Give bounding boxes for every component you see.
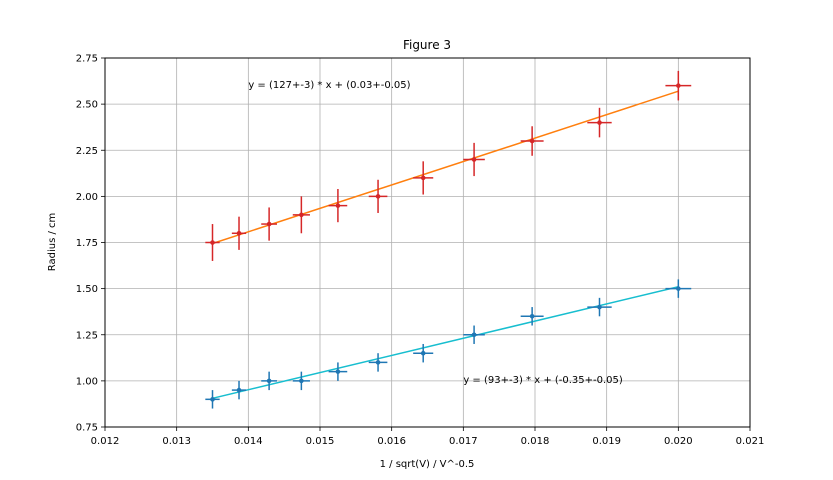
y-tick-label: 2.50	[76, 100, 98, 111]
x-tick-label: 0.019	[592, 436, 621, 447]
y-axis-ticks: 0.75 1.00 1.25 1.50 1.75 2.00 2.25 2.50 2.75	[76, 54, 105, 434]
data-point	[266, 378, 272, 384]
x-tick-label: 0.018	[521, 436, 550, 447]
fit-equation: y = (93+-3) * x + (-0.35+-0.05)	[463, 375, 623, 386]
y-tick-label: 2.75	[76, 54, 98, 65]
fit-annotations: y = (127+-3) * x + (0.03+-0.05) y = (93+-…	[248, 80, 623, 386]
data-point	[375, 360, 381, 365]
data-point	[236, 230, 242, 236]
y-tick-label: 1.50	[76, 284, 98, 295]
fit-lines	[212, 90, 679, 400]
data-point	[420, 175, 426, 181]
data-point	[597, 304, 602, 310]
x-tick-label: 0.021	[736, 436, 765, 447]
x-tick-label: 0.017	[449, 436, 478, 447]
data-point	[420, 350, 426, 356]
data-point	[210, 240, 215, 245]
data-point	[335, 369, 341, 374]
data-point	[471, 332, 477, 338]
data-point	[471, 157, 477, 162]
data-point	[236, 387, 242, 393]
chart-title: Figure 3	[403, 38, 451, 52]
y-tick-label: 1.75	[76, 238, 98, 249]
grid-lines	[104, 57, 751, 428]
x-tick-label: 0.014	[234, 436, 263, 447]
data-point	[529, 138, 535, 144]
fit-line	[212, 90, 679, 245]
data-point	[375, 194, 381, 199]
y-axis-label: Radius / cm	[47, 213, 58, 272]
x-axis-ticks: 0.012 0.013 0.014 0.015 0.016 0.017 0.018 0.019…	[91, 427, 765, 447]
data-point	[299, 378, 304, 384]
x-tick-label: 0.013	[162, 436, 191, 447]
y-tick-label: 1.00	[76, 376, 98, 387]
data-point	[597, 120, 602, 125]
x-axis-label: 1 / sqrt(V) / V^-0.5	[380, 459, 475, 470]
data-point	[210, 397, 215, 402]
data-point	[299, 212, 304, 218]
y-tick-label: 2.25	[76, 146, 98, 157]
data-point	[266, 221, 272, 227]
y-tick-label: 1.25	[76, 330, 98, 341]
data-point	[529, 314, 535, 319]
data-point	[676, 83, 681, 88]
x-tick-label: 0.016	[377, 436, 406, 447]
data-point	[335, 203, 341, 208]
x-tick-label: 0.012	[91, 436, 120, 447]
data-point	[676, 286, 681, 291]
fit-equation: y = (127+-3) * x + (0.03+-0.05)	[248, 80, 410, 91]
x-tick-label: 0.015	[306, 436, 335, 447]
data-points	[205, 70, 692, 409]
x-tick-label: 0.020	[664, 436, 693, 447]
y-tick-label: 0.75	[76, 423, 98, 434]
y-tick-label: 2.00	[76, 192, 98, 203]
